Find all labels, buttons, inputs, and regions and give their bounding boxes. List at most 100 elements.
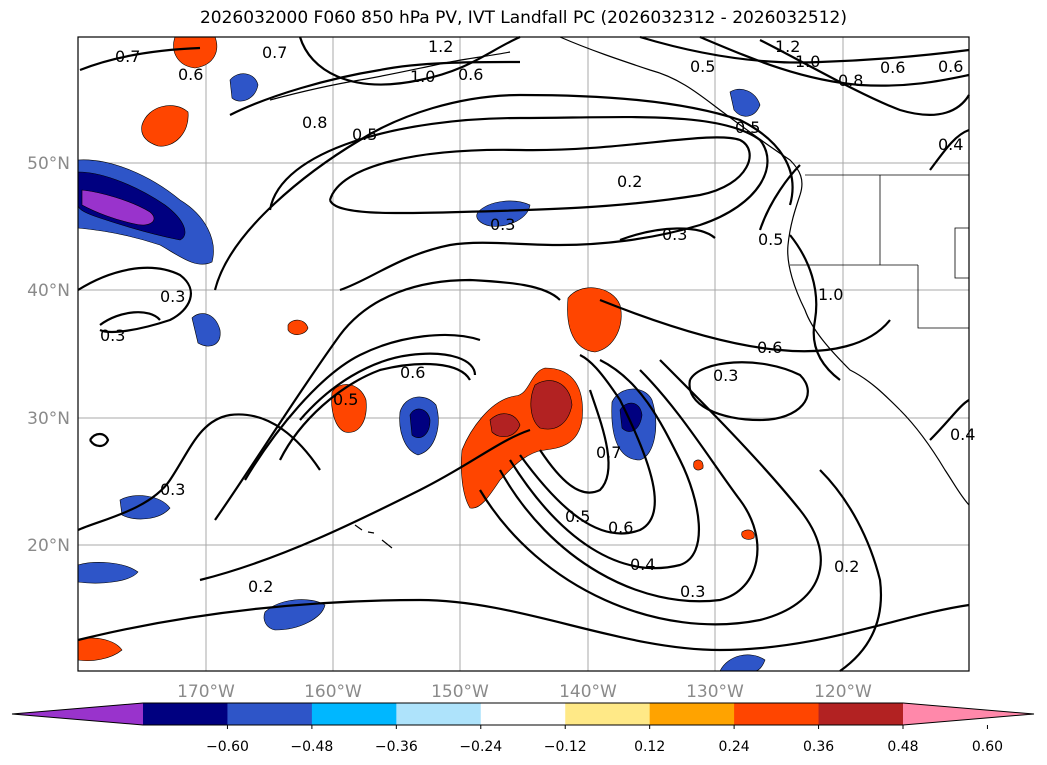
- contour-label: 0.6: [178, 65, 203, 84]
- pv-anomaly-18: [693, 459, 704, 471]
- latitude-labels: 50°N 40°N 30°N 20°N: [27, 154, 70, 556]
- contour-label: 0.6: [458, 65, 483, 84]
- contour-label: 0.7: [262, 43, 287, 62]
- colorbar-tick-label: 0.12: [634, 739, 665, 755]
- contour-label: 0.3: [680, 582, 705, 601]
- aleutians: [269, 51, 511, 101]
- contour-label: 0.3: [490, 215, 515, 234]
- pv-anomaly-14-core-2: [489, 413, 521, 438]
- colorbar-bin: [734, 703, 820, 725]
- contour-0-3-east: [688, 361, 809, 422]
- contour-label: 0.5: [565, 507, 590, 526]
- contour-label: 0.5: [690, 57, 715, 76]
- contour-1-0-east: [789, 234, 841, 381]
- contour-label: 0.3: [160, 480, 185, 499]
- coastline-baja: [899, 409, 970, 506]
- colorbar-tick-label: 0.60: [972, 739, 1003, 755]
- contour-0-6-mid: [299, 352, 477, 421]
- colorbar-tick-label: −0.36: [375, 739, 418, 755]
- colorbar-tick-label: −0.24: [459, 739, 502, 755]
- contour-0-5-east: [758, 164, 801, 231]
- pv-anomaly-9: [729, 89, 761, 117]
- pv-anomaly-12: [141, 105, 189, 147]
- hawaii: [354, 524, 393, 549]
- contour-0-4-ne: [929, 128, 970, 171]
- contour-label: 1.0: [795, 52, 820, 71]
- colorbar-extend-min: [12, 703, 143, 725]
- pv-anomaly-1: [476, 200, 531, 227]
- lon-label-150w: 150°W: [431, 682, 489, 702]
- contour-0-3-lat30: [99, 311, 161, 326]
- contour-0-3-sw: [77, 413, 321, 532]
- lon-label-130w: 130°W: [686, 682, 744, 702]
- contour-0-2-se: [819, 469, 882, 672]
- contour-label: 1.2: [775, 37, 800, 56]
- contour-label: 0.3: [662, 225, 687, 244]
- contour-small-1: [89, 432, 110, 448]
- contour-0-3-north: [268, 115, 769, 292]
- contour-0-3-west: [77, 266, 192, 334]
- contour-label: 0.2: [617, 172, 642, 191]
- contour-label: 0.7: [115, 47, 140, 66]
- coastline-bc: [787, 194, 901, 411]
- contour-label: 0.2: [248, 577, 273, 596]
- lat-label-30: 30°N: [27, 409, 70, 429]
- contour-label: 0.3: [100, 326, 125, 345]
- colorbar-bin: [311, 703, 397, 725]
- contour-label: 0.5: [333, 390, 358, 409]
- contour-0-3-core: [479, 359, 822, 626]
- contour-label: 0.5: [352, 125, 377, 144]
- longitude-labels: 170°W 160°W 150°W 140°W 130°W 120°W: [177, 682, 872, 702]
- contour-label: 0.2: [834, 557, 859, 576]
- lat-label-20: 20°N: [27, 536, 70, 556]
- contour-0-5-north: [213, 93, 794, 291]
- lon-label-160w: 160°W: [304, 682, 362, 702]
- contour-label: 0.6: [938, 57, 963, 76]
- coastline-alaska: [559, 36, 803, 196]
- map-frame: [77, 36, 970, 672]
- contour-label: 0.4: [950, 425, 975, 444]
- pv-anomaly-5: [119, 495, 171, 520]
- pc-contours: [77, 35, 970, 672]
- pv-anomaly-8: [229, 73, 259, 102]
- colorbar-outline: [11, 702, 1035, 726]
- colorbar-extend-max: [903, 703, 1034, 725]
- contour-label: 1.0: [410, 67, 435, 86]
- colorbar-bin: [565, 703, 651, 725]
- colorbar-bin: [649, 703, 735, 725]
- contour-0-2-north: [328, 136, 751, 215]
- contour-label: 0.5: [735, 118, 760, 137]
- contour-label: 0.3: [713, 366, 738, 385]
- lat-label-40: 40°N: [27, 281, 70, 301]
- colorbar-bin: [818, 703, 904, 725]
- colorbar-tick-label: −0.12: [544, 739, 587, 755]
- contour-label: 0.4: [630, 555, 655, 574]
- contour-0-3-mid: [214, 278, 561, 521]
- contour-label: 0.8: [302, 113, 327, 132]
- coastlines: [269, 36, 970, 549]
- map-panel: 0.7 0.6 0.7 1.2 1.0 0.6 0.8 0.5 0.5 0.6 …: [77, 35, 975, 672]
- contour-0-4-mid: [244, 333, 481, 481]
- map-title: 2026032000 F060 850 hPa PV, IVT Landfall…: [199, 8, 847, 28]
- contour-0-7-core: [539, 389, 610, 494]
- contour-0-4-core: [499, 369, 759, 603]
- colorbar-tick-label: 0.48: [887, 739, 918, 755]
- colorbar-tick-label: −0.48: [290, 739, 333, 755]
- colorbar-tick-label: 0.24: [719, 739, 750, 755]
- contour-0-6-ne: [759, 39, 970, 116]
- pv-anomaly-19: [741, 529, 755, 540]
- lon-label-140w: 140°W: [559, 682, 617, 702]
- contour-0-2-mid: [199, 428, 531, 582]
- colorbar-bin: [227, 703, 313, 725]
- contour-0-2-south: [77, 598, 970, 652]
- contour-labels: 0.7 0.6 0.7 1.2 1.0 0.6 0.8 0.5 0.5 0.6 …: [100, 37, 975, 601]
- contour-0-5-core: [509, 359, 700, 570]
- pv-anomaly-17: [77, 637, 123, 661]
- colorbar-bin: [143, 703, 228, 725]
- contour-0-6-core: [519, 354, 656, 535]
- pv-anomaly-14-core: [530, 380, 573, 430]
- lon-label-120w: 120°W: [814, 682, 872, 702]
- pv-anomaly-6: [77, 562, 139, 584]
- pv-anomaly-16: [287, 319, 309, 335]
- contour-label: 0.6: [608, 518, 633, 537]
